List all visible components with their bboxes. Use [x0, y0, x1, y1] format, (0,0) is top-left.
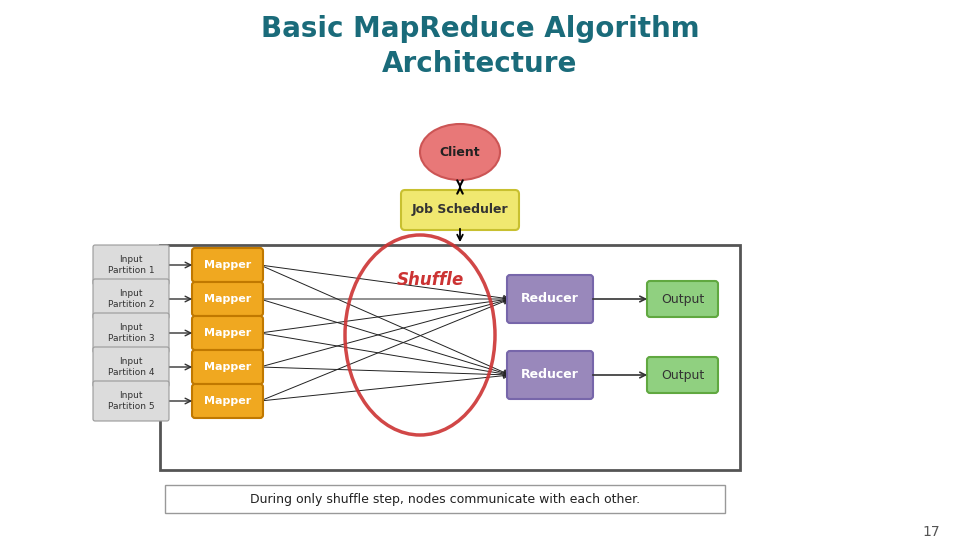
FancyBboxPatch shape	[507, 351, 593, 399]
FancyBboxPatch shape	[192, 282, 263, 316]
FancyBboxPatch shape	[401, 190, 519, 230]
FancyBboxPatch shape	[647, 281, 718, 317]
Bar	[160, 245, 740, 470]
FancyBboxPatch shape	[93, 279, 169, 319]
FancyBboxPatch shape	[93, 381, 169, 421]
FancyBboxPatch shape	[192, 350, 263, 384]
Text: Mapper: Mapper	[204, 396, 252, 406]
Bar	[165, 485, 725, 513]
Text: Shuffle: Shuffle	[396, 271, 464, 289]
Text: Reducer: Reducer	[521, 368, 579, 381]
Text: Client: Client	[440, 145, 480, 159]
Text: Mapper: Mapper	[204, 328, 252, 338]
Text: During only shuffle step, nodes communicate with each other.: During only shuffle step, nodes communic…	[250, 492, 640, 505]
Ellipse shape	[420, 124, 500, 180]
Text: Basic MapReduce Algorithm: Basic MapReduce Algorithm	[261, 15, 699, 43]
Text: Input
Partition 4: Input Partition 4	[108, 357, 155, 377]
FancyBboxPatch shape	[507, 275, 593, 323]
Text: Input
Partition 2: Input Partition 2	[108, 289, 155, 309]
Text: Output: Output	[660, 368, 704, 381]
Text: Architecture: Architecture	[382, 50, 578, 78]
Text: Reducer: Reducer	[521, 293, 579, 306]
FancyBboxPatch shape	[192, 384, 263, 418]
FancyBboxPatch shape	[647, 357, 718, 393]
Text: 17: 17	[923, 525, 940, 539]
Text: Mapper: Mapper	[204, 260, 252, 270]
FancyBboxPatch shape	[93, 245, 169, 285]
Text: Mapper: Mapper	[204, 294, 252, 304]
FancyBboxPatch shape	[93, 313, 169, 353]
FancyBboxPatch shape	[192, 316, 263, 350]
FancyBboxPatch shape	[192, 248, 263, 282]
Text: Mapper: Mapper	[204, 362, 252, 372]
Text: Job Scheduler: Job Scheduler	[412, 204, 508, 217]
Text: Input
Partition 1: Input Partition 1	[108, 255, 155, 275]
Text: Input
Partition 3: Input Partition 3	[108, 323, 155, 343]
Text: Input
Partition 5: Input Partition 5	[108, 392, 155, 411]
Text: Output: Output	[660, 293, 704, 306]
FancyBboxPatch shape	[93, 347, 169, 387]
